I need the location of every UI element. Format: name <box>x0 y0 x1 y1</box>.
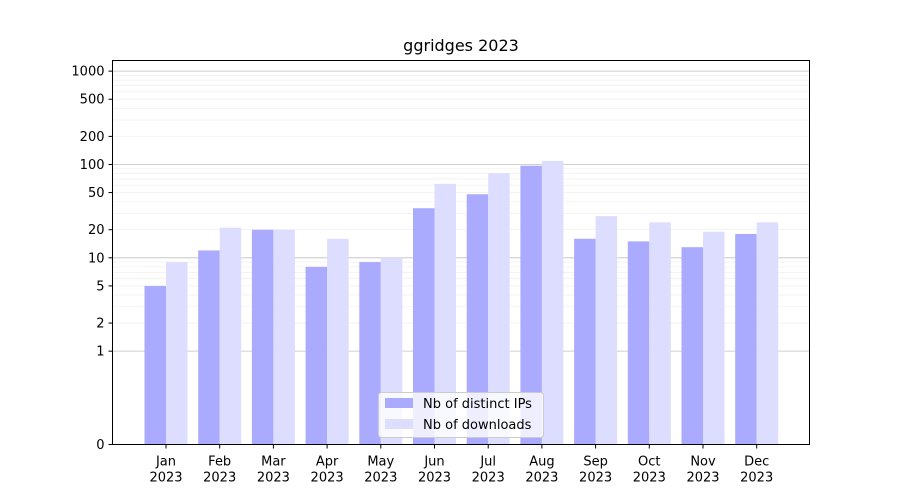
bar-distinct-ips-jul <box>466 194 489 445</box>
bar-distinct-ips-dec <box>735 233 757 445</box>
bar-distinct-ips-sep <box>574 238 596 445</box>
bar-downloads-aug <box>541 160 564 445</box>
bar-downloads-dec <box>756 222 779 445</box>
bar-distinct-ips-feb <box>198 250 220 445</box>
x-tick-label: Jan 2023 <box>149 455 182 486</box>
legend-label-distinct-ips: Nb of distinct IPs <box>423 397 532 412</box>
y-tick-label: 5 <box>96 279 104 294</box>
bar-downloads-jan <box>166 262 188 445</box>
x-tick-label: Apr 2023 <box>311 455 344 486</box>
bar-distinct-ips-jun <box>413 208 435 445</box>
bar-downloads-oct <box>649 222 671 445</box>
bar-distinct-ips-apr <box>305 266 328 445</box>
bar-distinct-ips-nov <box>681 247 703 445</box>
legend-label-downloads: Nb of downloads <box>423 418 532 433</box>
bar-distinct-ips-aug <box>520 165 542 445</box>
bar-distinct-ips-oct <box>627 241 650 445</box>
y-tick-label: 0 <box>96 438 104 453</box>
y-tick-label: 1 <box>96 345 104 360</box>
x-tick-label: Aug 2023 <box>525 455 558 486</box>
y-tick-label: 10 <box>88 251 105 266</box>
x-tick-label: Oct 2023 <box>633 455 666 486</box>
y-tick-label: 20 <box>88 223 105 238</box>
bar-downloads-sep <box>595 216 618 445</box>
x-tick-label: Jun 2023 <box>418 455 451 486</box>
bar-distinct-ips-mar <box>251 229 274 445</box>
x-tick-label: Mar 2023 <box>257 455 290 486</box>
bar-distinct-ips-jan <box>144 285 166 445</box>
y-tick-label: 100 <box>80 158 105 173</box>
plot-area <box>112 60 810 445</box>
legend: Nb of distinct IPs Nb of downloads <box>378 392 544 438</box>
bar-downloads-nov <box>703 231 725 445</box>
y-tick-label: 50 <box>88 186 105 201</box>
y-axis: 0 1 2 5 10 20 50 100 200 500 1000 <box>71 65 113 453</box>
legend-swatch-distinct-ips <box>385 398 413 408</box>
x-tick-label: Sep 2023 <box>579 455 612 486</box>
y-tick-label: 1000 <box>71 65 104 80</box>
bar-downloads-mar <box>273 229 295 445</box>
x-tick-label: Jul 2023 <box>472 455 505 486</box>
x-axis: Jan 2023 Feb 2023 Mar 2023 Apr 2023 May 2023 Jun 20… <box>149 444 773 486</box>
x-tick-label: Dec 2023 <box>740 455 773 486</box>
y-tick-label: 500 <box>80 93 105 108</box>
legend-swatch-downloads <box>385 419 413 429</box>
bar-downloads-feb <box>219 227 242 445</box>
x-tick-label: May 2023 <box>364 455 397 486</box>
chart-title: ggridges 2023 <box>403 36 519 55</box>
x-tick-label: Nov 2023 <box>686 455 719 486</box>
bar-distinct-ips-may <box>359 262 381 445</box>
y-tick-label: 2 <box>96 317 104 332</box>
legend-box <box>378 392 544 438</box>
y-tick-label: 200 <box>80 130 105 145</box>
bar-downloads-apr <box>327 238 349 445</box>
bar-downloads-jul <box>488 173 510 445</box>
bars <box>144 160 779 445</box>
x-tick-label: Feb 2023 <box>203 455 236 486</box>
bar-downloads-jun <box>434 183 456 445</box>
